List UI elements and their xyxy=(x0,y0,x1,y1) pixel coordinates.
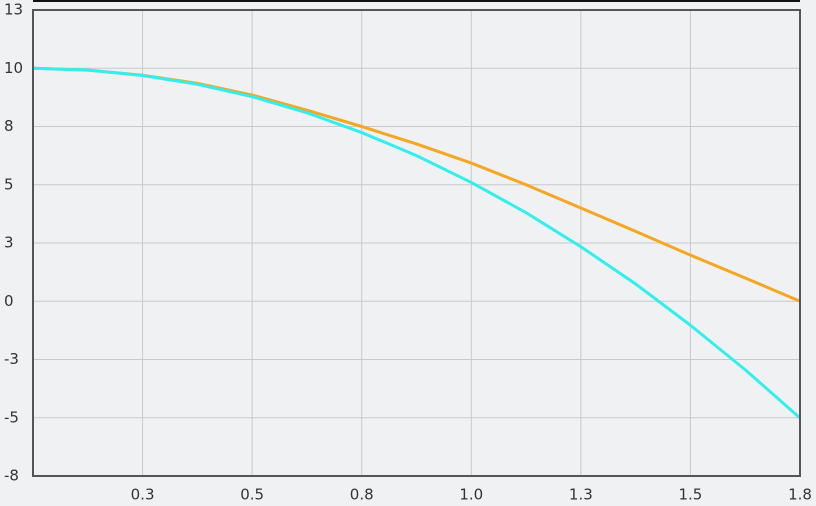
y-tick-label: 3 xyxy=(4,234,14,252)
y-tick-label: 5 xyxy=(4,175,14,193)
x-tick-label: 0.5 xyxy=(240,486,264,504)
x-tick-label: 1.3 xyxy=(569,486,593,504)
y-tick-label: -3 xyxy=(4,350,19,368)
labels: -8 -5 -3 0 3 5 8 10 13 0.3 0.5 0.8 1.0 1.3 1.5 1.8 xyxy=(4,1,812,504)
grid xyxy=(33,9,801,477)
x-tick-label: 1.5 xyxy=(678,486,702,504)
y-tick-label: -5 xyxy=(4,408,19,426)
y-tick-label: 13 xyxy=(4,1,23,19)
plot-frame xyxy=(32,9,801,477)
y-tick-label: 0 xyxy=(4,292,14,310)
y-tick-label: -8 xyxy=(4,467,19,485)
y-tick-label: 8 xyxy=(4,117,14,135)
x-tick-label: 1.8 xyxy=(788,486,812,504)
y-tick-label: 10 xyxy=(4,59,23,77)
series-line xyxy=(32,66,801,420)
lines xyxy=(32,66,801,420)
x-tick-label: 0.3 xyxy=(131,486,155,504)
x-tick-label: 0.8 xyxy=(350,486,374,504)
x-tick-label: 1.0 xyxy=(459,486,483,504)
